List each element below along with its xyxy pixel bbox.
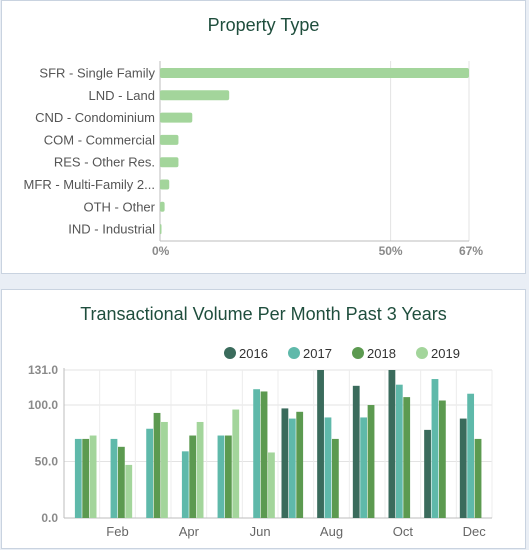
- bar: [160, 134, 179, 145]
- bar-2017: [181, 451, 189, 518]
- category-label: COM - Commercial: [44, 132, 155, 147]
- legend-label: 2017: [303, 346, 332, 361]
- bar-2017: [395, 384, 403, 518]
- legend-label: 2016: [239, 346, 268, 361]
- x-tick-label: Aug: [320, 524, 343, 539]
- bar-2017: [288, 418, 296, 518]
- y-tick-label: 131.0: [28, 363, 58, 377]
- bar-2016: [424, 429, 431, 518]
- bar-2018: [296, 411, 304, 518]
- bar-2018: [153, 412, 161, 518]
- bar-2018: [117, 446, 125, 518]
- transactional-volume-chart: 0.0 50.0 100.0 131.0 Feb Apr Jun Aug Oct Dec 2016 2…: [28, 346, 493, 539]
- bar-2017: [217, 435, 225, 518]
- legend-marker: [352, 347, 364, 359]
- category-label: SFR - Single Family: [39, 66, 155, 81]
- bar-2018: [189, 435, 197, 518]
- bar: [160, 90, 230, 101]
- bar-2019: [268, 452, 275, 518]
- bar-2016: [459, 418, 467, 518]
- legend-label: 2019: [431, 346, 460, 361]
- bar-2017: [324, 417, 332, 518]
- bar-2016: [317, 370, 324, 518]
- bar-2018: [224, 435, 232, 518]
- bar-2016: [388, 370, 396, 518]
- bar-2018: [82, 438, 90, 518]
- bar-2017: [253, 389, 261, 518]
- y-tick-label: 0.0: [41, 511, 58, 525]
- chart-title: Property Type: [207, 15, 320, 35]
- bar: [160, 201, 165, 212]
- bar-2018: [474, 438, 482, 518]
- category-label: CND - Condominium: [35, 110, 155, 125]
- bar-2019: [232, 409, 240, 518]
- bar: [160, 224, 162, 235]
- legend-marker: [224, 347, 236, 359]
- bar-2018: [331, 438, 339, 518]
- bar-2017: [74, 438, 82, 518]
- bar-2018: [403, 397, 411, 518]
- x-tick-label: Feb: [106, 524, 128, 539]
- legend-label: 2018: [367, 346, 396, 361]
- category-label: IND - Industrial: [68, 222, 155, 237]
- bar-2017: [146, 428, 154, 518]
- x-tick-label: Oct: [393, 524, 414, 539]
- bar-2018: [438, 400, 446, 518]
- legend-marker: [288, 347, 300, 359]
- category-label: LND - Land: [89, 88, 155, 103]
- category-label: RES - Other Res.: [54, 155, 155, 170]
- bar: [160, 112, 193, 123]
- bar: [160, 68, 469, 78]
- bar-2019: [161, 421, 168, 518]
- legend-marker: [416, 347, 428, 359]
- bar: [160, 179, 170, 190]
- y-tick-label: 50.0: [35, 455, 59, 469]
- bar-2019: [89, 435, 97, 518]
- bar-2019: [196, 421, 204, 518]
- property-type-chart: 0% 50% 67% SFR - Single Family LND - Land CND…: [24, 61, 483, 258]
- transactional-volume-panel: Transactional Volume Per Month Past 3 Ye…: [1, 289, 526, 549]
- bar-2017: [110, 438, 118, 518]
- x-tick-label: 67%: [459, 244, 483, 258]
- bar-2016: [281, 408, 289, 518]
- bar-2019: [125, 464, 133, 518]
- category-label: OTH - Other: [83, 199, 155, 214]
- chart-title: Transactional Volume Per Month Past 3 Ye…: [80, 304, 447, 324]
- y-tick-label: 100.0: [28, 398, 58, 412]
- bar-2018: [260, 391, 268, 518]
- x-tick-label: Dec: [463, 524, 487, 539]
- bar-2017: [467, 393, 475, 518]
- bar-2016: [352, 385, 360, 518]
- x-tick-label: Jun: [250, 524, 271, 539]
- bar-2017: [360, 417, 368, 518]
- x-tick-label: 50%: [379, 244, 403, 258]
- x-tick-label: 0%: [152, 244, 170, 258]
- x-tick-label: Apr: [179, 524, 200, 539]
- bar-2018: [367, 405, 375, 518]
- bar: [160, 157, 179, 168]
- property-type-panel: Property Type 0% 50% 67% SFR - Single Famil…: [1, 0, 526, 274]
- bar-2017: [431, 379, 439, 518]
- category-label: MFR - Multi-Family 2...: [24, 177, 155, 192]
